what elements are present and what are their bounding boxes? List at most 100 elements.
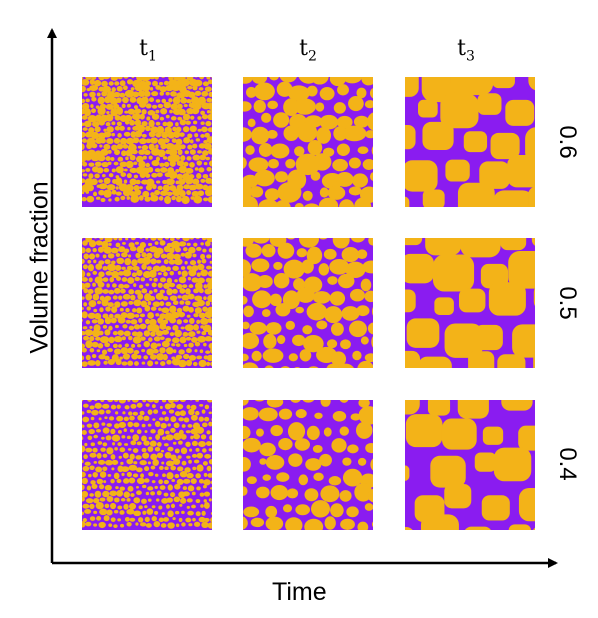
droplet [220, 454, 225, 460]
droplet [94, 238, 97, 239]
droplet [383, 200, 399, 212]
droplet [157, 149, 166, 158]
droplet [186, 242, 191, 247]
droplet [99, 336, 110, 344]
droplet [127, 108, 136, 115]
droplet [126, 471, 133, 477]
droplet [96, 167, 104, 174]
droplet [119, 307, 124, 312]
droplet [177, 466, 184, 472]
droplet [150, 491, 156, 496]
droplet [125, 238, 129, 241]
droplet [82, 138, 87, 143]
droplet [91, 96, 97, 102]
droplet [201, 330, 207, 336]
droplet [94, 400, 98, 402]
droplet [85, 354, 91, 361]
droplet [203, 296, 207, 301]
droplet [108, 325, 113, 331]
droplet [82, 98, 86, 104]
droplet [195, 238, 200, 240]
droplet [204, 335, 212, 342]
droplet [89, 493, 95, 497]
droplet [113, 509, 119, 514]
droplet [156, 343, 162, 347]
droplet [82, 465, 90, 472]
droplet [141, 121, 148, 127]
droplet [113, 400, 119, 402]
droplet [189, 260, 197, 266]
droplet [202, 150, 209, 156]
droplet [150, 137, 159, 144]
droplet [102, 466, 108, 472]
droplet [155, 99, 161, 103]
droplet [106, 496, 114, 502]
droplet [129, 429, 135, 433]
droplet [324, 306, 343, 324]
droplet [131, 149, 138, 155]
droplet [458, 288, 486, 313]
droplet [405, 289, 416, 313]
droplet [205, 120, 212, 127]
droplet [192, 517, 196, 522]
droplet [243, 259, 252, 277]
droplet [405, 77, 419, 97]
droplet [93, 308, 98, 313]
droplet [206, 430, 211, 435]
droplet [86, 306, 91, 311]
droplet [160, 422, 167, 429]
droplet [528, 186, 535, 207]
droplet [405, 414, 443, 448]
droplet [106, 283, 110, 288]
droplet [256, 428, 264, 437]
droplet [165, 434, 174, 441]
droplet [165, 178, 175, 186]
droplet [91, 319, 98, 324]
droplet [153, 400, 159, 404]
droplet [151, 172, 158, 178]
droplet [364, 100, 373, 109]
droplet [112, 103, 120, 109]
droplet [355, 421, 373, 439]
droplet [200, 269, 209, 277]
droplet [85, 340, 93, 349]
droplet [188, 355, 197, 361]
droplet [151, 91, 159, 97]
droplet [119, 92, 126, 98]
droplet [82, 79, 90, 86]
droplet [198, 359, 207, 368]
droplet [198, 441, 206, 448]
droplet [193, 195, 203, 204]
droplet [172, 130, 181, 138]
droplet [128, 300, 134, 305]
droplet [117, 330, 125, 336]
droplet [120, 347, 129, 355]
droplet [199, 349, 204, 354]
droplet [319, 453, 332, 467]
droplet [220, 506, 224, 509]
droplet [180, 447, 188, 455]
droplet [187, 85, 193, 90]
droplet [161, 340, 170, 348]
droplet [86, 184, 95, 192]
droplet [348, 96, 364, 112]
droplet [82, 161, 88, 167]
droplet [508, 251, 535, 289]
droplet [88, 173, 94, 179]
droplet [154, 510, 159, 515]
droplet [199, 317, 209, 325]
droplet [211, 243, 212, 246]
row-label-0-6: 0.6 [554, 125, 581, 159]
droplet [142, 190, 150, 198]
droplet [117, 77, 123, 80]
column-label-t1: t1 [139, 36, 157, 65]
droplet [137, 343, 142, 348]
droplet [251, 238, 270, 244]
droplet [101, 161, 109, 168]
droplet [165, 301, 172, 307]
droplet [147, 446, 154, 452]
droplet [533, 287, 535, 307]
droplet [324, 516, 336, 530]
droplet [214, 183, 220, 190]
droplet [87, 264, 95, 272]
